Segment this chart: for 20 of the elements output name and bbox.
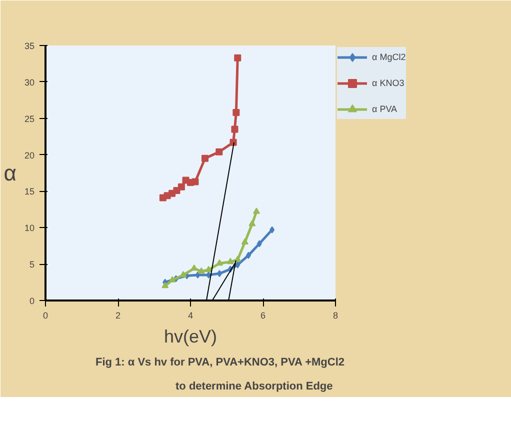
y-axis-title: α (4, 160, 17, 186)
legend-label: α KNO3 (372, 78, 404, 88)
x-tick-label: 2 (115, 310, 121, 320)
y-tick-label: 35 (24, 41, 35, 51)
y-tick-label: 15 (24, 186, 35, 197)
y-tick-label: 20 (24, 150, 35, 160)
text: to determine Absorption Edge (176, 380, 333, 392)
x-tick-label: 8 (332, 310, 338, 320)
y-tick-label: 10 (24, 223, 35, 234)
x-axis-title: hv(eV) (164, 326, 218, 346)
y-tick-label: 25 (24, 114, 35, 124)
caption: Fig 1: α Vs hv for PVA, PVA+KNO3, PVA +MgCl2 (96, 356, 345, 368)
y-tick-label: 30 (24, 77, 35, 88)
x-tick-label: 4 (188, 310, 194, 320)
legend-label: α MgCl2 (372, 52, 406, 62)
y-tick-label: 0 (29, 296, 35, 306)
legend-label: α PVA (372, 104, 398, 114)
x-tick-label: 0 (42, 310, 48, 320)
x-tick-label: 6 (260, 310, 266, 320)
y-tick-label: 5 (29, 260, 35, 270)
